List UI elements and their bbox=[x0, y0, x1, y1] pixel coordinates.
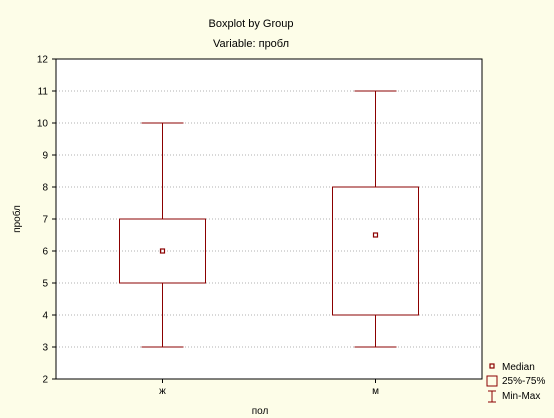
iqr-box bbox=[332, 186, 419, 316]
y-axis-ticks: 2 3 4 5 6 7 8 9 10 11 12 bbox=[37, 55, 56, 386]
chart-subtitle: Variable: пробл bbox=[213, 38, 289, 50]
box-group-2 bbox=[332, 90, 419, 348]
chart-title: Boxplot by Group bbox=[209, 18, 294, 30]
boxes bbox=[119, 90, 419, 348]
median-marker bbox=[159, 248, 166, 254]
y-tick-label: 11 bbox=[38, 87, 49, 98]
legend-median-label: Median bbox=[502, 362, 535, 373]
y-tick-label: 4 bbox=[42, 311, 48, 322]
plot-border bbox=[55, 58, 483, 380]
y-tick-label: 2 bbox=[42, 375, 48, 386]
median-marker bbox=[372, 232, 379, 238]
y-tick-label: 7 bbox=[42, 215, 48, 226]
legend-median-marker bbox=[489, 363, 495, 369]
box-group-1 bbox=[119, 122, 206, 348]
y-tick-label: 5 bbox=[42, 279, 48, 290]
legend-minmax-label: Min-Max bbox=[502, 391, 540, 402]
x-axis-label: пол bbox=[252, 406, 269, 417]
y-tick-label: 8 bbox=[42, 183, 48, 194]
x-tick-label: м bbox=[372, 386, 379, 397]
x-tick-label: ж bbox=[159, 386, 166, 397]
y-tick-label: 10 bbox=[37, 119, 49, 130]
legend: Median 25%-75% Min-Max bbox=[486, 362, 545, 403]
y-tick-label: 3 bbox=[42, 343, 48, 354]
legend-box-label: 25%-75% bbox=[502, 376, 545, 387]
iqr-box bbox=[119, 218, 206, 284]
y-tick-label: 6 bbox=[42, 247, 48, 258]
legend-box-marker bbox=[486, 375, 498, 387]
y-axis-label: пробл bbox=[11, 205, 23, 233]
y-tick-label: 9 bbox=[42, 151, 48, 162]
legend-whisker-marker bbox=[488, 390, 496, 403]
y-tick-label: 12 bbox=[37, 55, 49, 66]
